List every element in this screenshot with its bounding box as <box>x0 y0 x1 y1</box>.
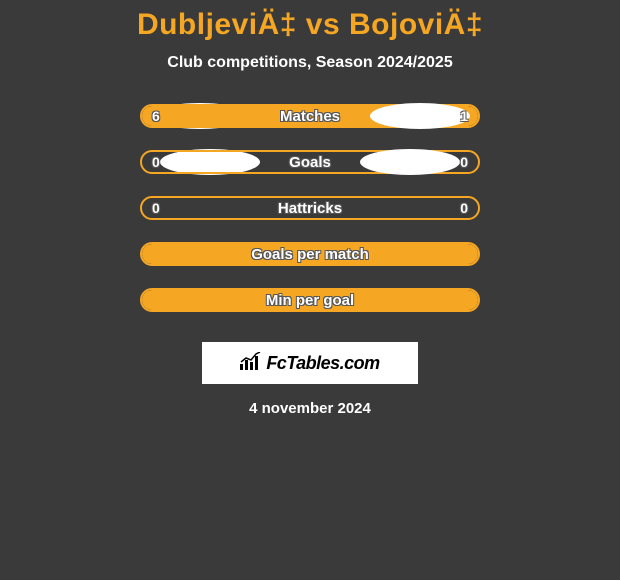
chart-icon <box>240 352 262 375</box>
stats-list: 61Matches 00Goals 00Hattricks Goals per mat… <box>140 104 480 334</box>
stat-row: 00Goals <box>140 150 480 174</box>
stat-row: Goals per match <box>140 242 480 266</box>
date-label: 4 november 2024 <box>249 400 371 417</box>
logo-box[interactable]: FcTables.com <box>202 342 418 384</box>
page-title: DubljeviÄ‡ vs BojoviÄ‡ <box>137 8 483 42</box>
subtitle: Club competitions, Season 2024/2025 <box>167 54 452 72</box>
stat-bar: 00Goals <box>140 150 480 174</box>
logo-text: FcTables.com <box>266 353 379 374</box>
stat-label: Matches <box>142 108 478 125</box>
stat-label: Goals per match <box>142 246 478 263</box>
comparison-widget: DubljeviÄ‡ vs BojoviÄ‡ Club competitions… <box>0 0 620 417</box>
stat-bar: 00Hattricks <box>140 196 480 220</box>
stat-label: Goals <box>142 154 478 171</box>
stat-bar: Goals per match <box>140 242 480 266</box>
stat-label: Min per goal <box>142 292 478 309</box>
stat-row: 61Matches <box>140 104 480 128</box>
stat-row: 00Hattricks <box>140 196 480 220</box>
stat-row: Min per goal <box>140 288 480 312</box>
stat-bar: 61Matches <box>140 104 480 128</box>
stat-bar: Min per goal <box>140 288 480 312</box>
stat-label: Hattricks <box>142 200 478 217</box>
